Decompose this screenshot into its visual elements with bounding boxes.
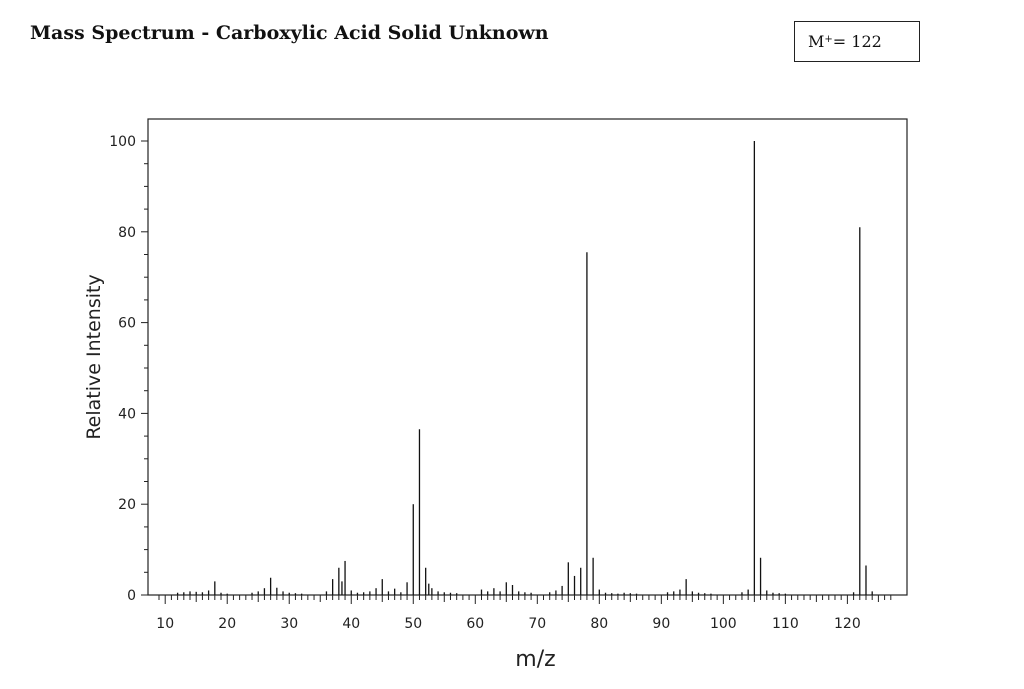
x-tick-label: 70: [528, 616, 546, 632]
molecular-ion-box: M + = 122: [794, 21, 920, 62]
x-tick-label: 10: [156, 616, 174, 632]
y-tick-label: 0: [127, 588, 136, 604]
x-tick-label: 80: [590, 616, 608, 632]
plot-frame: [147, 118, 908, 596]
x-tick-label: 30: [280, 616, 298, 632]
molecular-ion-charge: +: [824, 34, 833, 45]
x-tick-label: 50: [404, 616, 422, 632]
y-tick-label: 20: [118, 497, 136, 513]
molecular-ion-value: = 122: [832, 32, 882, 51]
x-axis-label: m/z: [515, 647, 555, 672]
y-tick-label: 100: [109, 134, 136, 150]
x-tick-label: 40: [342, 616, 360, 632]
x-tick-label: 90: [652, 616, 670, 632]
page-title: Mass Spectrum - Carboxylic Acid Solid Un…: [30, 22, 549, 44]
x-tick-label: 120: [834, 616, 861, 632]
x-tick-label: 100: [710, 616, 737, 632]
x-tick-label: 60: [466, 616, 484, 632]
x-tick-label: 20: [218, 616, 236, 632]
y-tick-label: 40: [118, 406, 136, 422]
molecular-ion-label: M: [808, 32, 825, 51]
y-tick-label: 60: [118, 316, 136, 332]
y-axis-label: Relative Intensity: [83, 274, 105, 439]
x-tick-label: 110: [772, 616, 799, 632]
y-tick-label: 80: [118, 225, 136, 241]
